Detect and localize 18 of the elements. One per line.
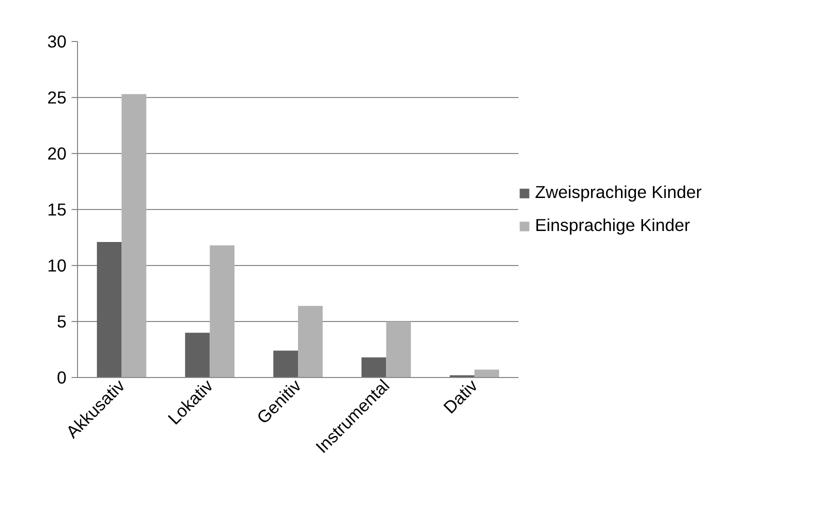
bar [210, 245, 234, 378]
legend-label: Einsprachige Kinder [535, 215, 690, 236]
y-tick-label: 20 [47, 144, 67, 164]
bar [273, 350, 298, 378]
bar [298, 306, 323, 378]
bar [474, 370, 500, 378]
y-tick-label: 15 [47, 200, 67, 220]
bar [96, 242, 122, 378]
y-tick-label: 10 [47, 256, 67, 276]
bar [122, 94, 146, 378]
legend-label: Zweisprachige Kinder [535, 182, 702, 203]
bar [185, 332, 210, 378]
y-tick-label: 5 [56, 312, 67, 332]
bar [362, 357, 386, 378]
y-tick-label: 0 [56, 368, 67, 388]
y-tick-label: 30 [47, 32, 67, 52]
y-tick-label: 25 [47, 88, 67, 108]
bar [386, 322, 411, 378]
